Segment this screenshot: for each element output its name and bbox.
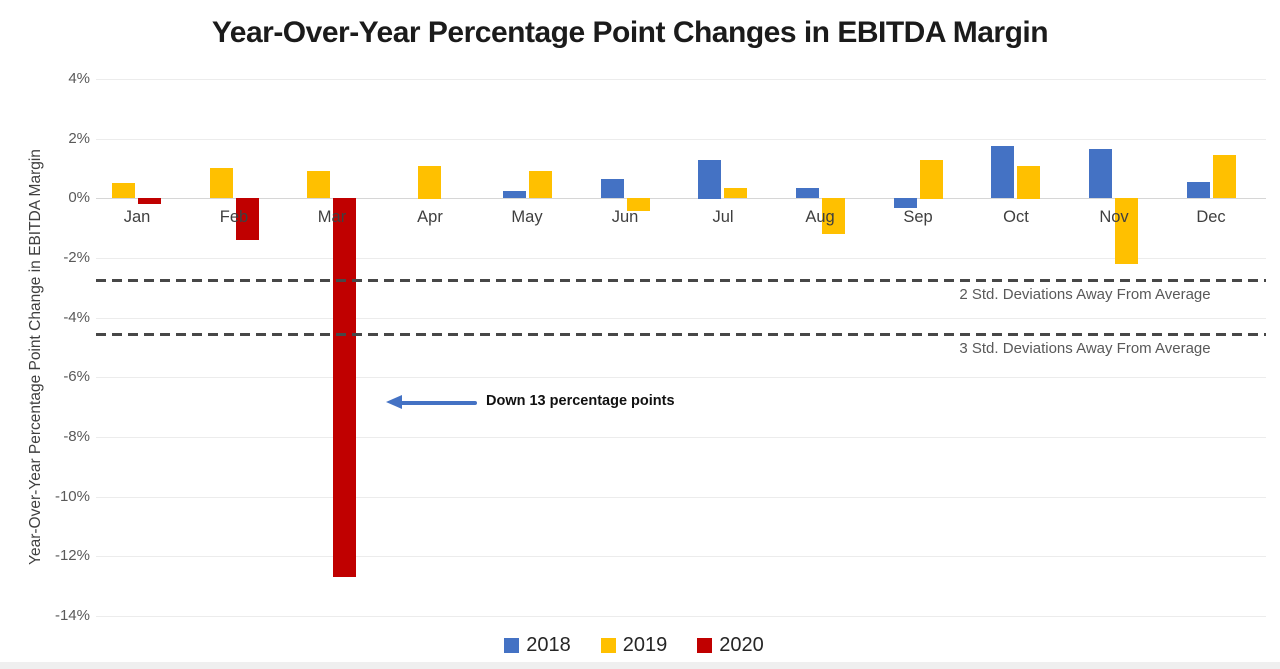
bar-2019-jul (724, 188, 747, 198)
x-tick-aug: Aug (805, 208, 835, 226)
bar-2019-may (529, 171, 552, 198)
bar-2018-sep (894, 198, 917, 208)
y-tick-label: -4% (63, 309, 90, 326)
bar-2020-mar (333, 198, 356, 577)
x-tick-mar: Mar (317, 208, 347, 226)
bar-2018-nov (1089, 149, 1112, 198)
bar-2018-dec (1187, 182, 1210, 198)
bar-2019-dec (1213, 155, 1236, 198)
y-tick-label: -8% (63, 428, 90, 445)
legend-swatch-icon (504, 638, 520, 653)
bar-2018-may (503, 191, 526, 198)
y-tick-label: -6% (63, 368, 90, 385)
y-tick-label: -14% (54, 607, 90, 624)
gridline (96, 139, 1266, 140)
gridline (96, 616, 1266, 617)
y-tick-label: -2% (63, 249, 90, 266)
x-tick-jun: Jun (611, 208, 639, 226)
y-tick-label: 0% (68, 189, 90, 206)
x-tick-jan: Jan (123, 208, 151, 226)
bar-2018-jun (601, 179, 624, 198)
x-tick-jul: Jul (712, 208, 734, 226)
bar-2019-sep (920, 160, 943, 199)
bar-2018-aug (796, 188, 819, 198)
x-tick-sep: Sep (903, 208, 933, 226)
bar-2020-feb (236, 198, 259, 240)
bottom-edge-artifact (0, 662, 1280, 669)
bar-2018-jul (698, 160, 721, 199)
legend: 2018 2019 2020 (0, 634, 1268, 657)
legend-label: 2019 (622, 634, 668, 656)
y-tick-label: 2% (68, 130, 90, 147)
bar-2019-oct (1017, 166, 1040, 199)
bar-2019-jan (112, 183, 135, 198)
x-tick-may: May (511, 208, 543, 226)
annotation-arrow-line (400, 401, 477, 405)
gridline (96, 497, 1266, 498)
legend-item-2018: 2018 (504, 634, 571, 657)
std-dev-label-2: 2 Std. Deviations Away From Average (959, 286, 1211, 303)
x-axis-line (96, 198, 1266, 199)
gridline (96, 318, 1266, 319)
x-tick-oct: Oct (1003, 208, 1029, 226)
annotation-arrow-head-icon (386, 395, 402, 409)
legend-item-2019: 2019 (600, 634, 668, 657)
std-dev-line-3 (96, 333, 1266, 336)
y-tick-label: 4% (68, 70, 90, 87)
x-tick-dec: Dec (1196, 208, 1226, 226)
gridline (96, 258, 1266, 259)
std-dev-label-3: 3 Std. Deviations Away From Average (959, 340, 1211, 357)
y-tick-label: -12% (54, 547, 90, 564)
legend-label: 2020 (719, 634, 764, 656)
gridline (96, 556, 1266, 557)
bar-2019-nov (1115, 198, 1138, 264)
gridline (96, 377, 1266, 378)
gridline (96, 79, 1266, 80)
gridline (96, 437, 1266, 438)
bar-2019-mar (307, 171, 330, 198)
bar-2018-oct (991, 146, 1014, 198)
annotation-text: Down 13 percentage points (486, 393, 675, 409)
x-tick-feb: Feb (219, 208, 249, 226)
x-tick-nov: Nov (1099, 208, 1129, 226)
x-tick-apr: Apr (417, 208, 443, 226)
bar-2019-feb (210, 168, 233, 198)
chart-title: Year-Over-Year Percentage Point Changes … (211, 16, 1049, 49)
bar-2019-aug (822, 198, 845, 234)
legend-swatch-icon (697, 638, 713, 653)
legend-swatch-icon (600, 638, 616, 653)
std-dev-line-2 (96, 279, 1266, 282)
bar-2020-jan (138, 198, 161, 204)
legend-item-2020: 2020 (697, 634, 764, 657)
legend-label: 2018 (526, 634, 571, 656)
bar-2019-jun (627, 198, 650, 211)
bar-2019-apr (418, 166, 441, 199)
y-tick-label: -10% (54, 488, 90, 505)
